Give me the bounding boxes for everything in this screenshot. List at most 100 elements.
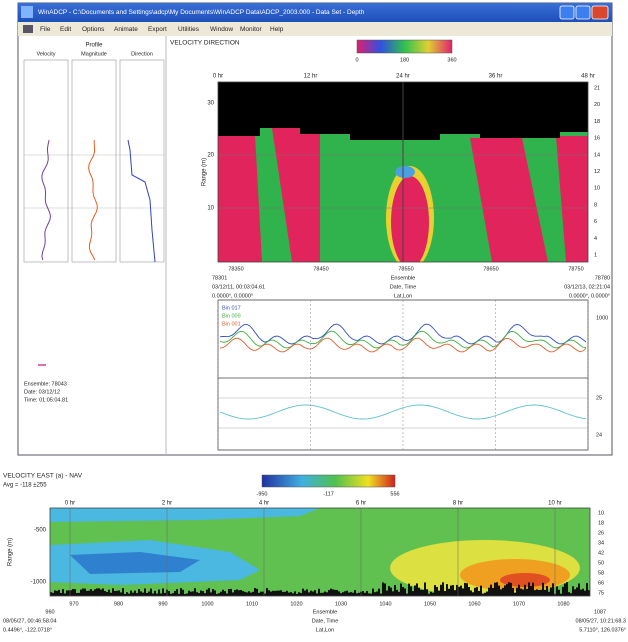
menu-item[interactable]: Window	[210, 26, 233, 33]
noise-bar	[548, 591, 550, 596]
noise-bar	[178, 593, 180, 596]
menu-item[interactable]: File	[40, 26, 51, 33]
minimize-button[interactable]	[559, 5, 575, 20]
end-label: 0.0000°, 0.0000°	[569, 293, 610, 299]
ensemble-tick: 78550	[398, 266, 413, 272]
noise-bar	[314, 590, 316, 596]
hour-tick: 36 hr	[489, 74, 503, 80]
noise-bar	[402, 587, 404, 596]
title-bar	[18, 3, 612, 22]
noise-bar	[116, 590, 118, 596]
heatmap-fill	[470, 138, 548, 262]
noise-bar	[112, 588, 114, 596]
noise-bar	[98, 588, 100, 596]
noise-bar	[290, 592, 292, 596]
menu-item[interactable]: Monitor	[240, 26, 263, 33]
profile-curve	[127, 139, 156, 263]
noise-bar	[62, 589, 64, 596]
window-title: WinADCP - C:\Documents and Settings\adcp…	[38, 9, 365, 16]
noise-bar	[354, 590, 356, 596]
noise-bar	[370, 593, 372, 596]
noise-bar	[410, 586, 412, 596]
noise-bar	[550, 587, 552, 596]
hour-tick: 8 hr	[453, 501, 463, 507]
noise-bar	[210, 592, 212, 596]
bin-tick: 20	[594, 102, 600, 108]
noise-bar	[466, 583, 468, 596]
noise-bar	[148, 591, 150, 596]
heatmap-fill	[70, 552, 200, 574]
noise-bar	[364, 592, 366, 596]
noise-bar	[244, 591, 246, 596]
noise-bar	[302, 588, 304, 596]
menu-item[interactable]: Export	[148, 26, 167, 33]
noise-bar	[494, 582, 496, 596]
noise-bar	[408, 583, 410, 596]
noise-bar	[84, 588, 86, 596]
noise-bar	[542, 582, 544, 596]
noise-bar	[272, 590, 274, 596]
ensemble-tick: 970	[69, 601, 78, 607]
bin-tick: 10	[594, 186, 600, 192]
end-label: 78780	[595, 275, 610, 281]
bin-tick: 16	[594, 136, 600, 142]
noise-bar	[144, 588, 146, 596]
noise-bar	[502, 587, 504, 596]
noise-bar	[168, 590, 170, 596]
noise-bar	[524, 584, 526, 596]
noise-bar	[100, 589, 102, 596]
heatmap-fill	[395, 166, 415, 178]
app-icon	[21, 6, 33, 18]
menu-item[interactable]: Options	[82, 26, 105, 33]
footer-label: Lat,Lon	[316, 627, 334, 633]
noise-bar	[138, 589, 140, 596]
noise-bar	[200, 590, 202, 596]
right-tick: 24	[596, 432, 602, 438]
close-button[interactable]	[591, 5, 609, 20]
maximize-button[interactable]	[575, 5, 591, 20]
noise-bar	[164, 592, 166, 596]
noise-bar	[522, 589, 524, 596]
axis-label: Range (m)	[8, 538, 14, 566]
noise-bar	[514, 592, 516, 596]
start-label: 08/05/27, 00:46:58.04	[3, 618, 57, 624]
noise-bar	[106, 591, 108, 596]
noise-bar	[110, 592, 112, 596]
noise-bar	[184, 593, 186, 596]
noise-bar	[220, 591, 222, 596]
ensemble-tick: 1070	[513, 601, 525, 607]
noise-bar	[534, 590, 536, 596]
bin-tick: 10	[598, 510, 604, 516]
bin-tick: 18	[598, 520, 604, 526]
noise-bar	[582, 588, 584, 596]
menu-item[interactable]: Utilities	[178, 26, 200, 33]
menu-item[interactable]: Edit	[60, 26, 71, 33]
noise-bar	[414, 585, 416, 596]
noise-bar	[544, 589, 546, 596]
menu-item[interactable]: Help	[270, 26, 284, 33]
footer-label: Lat,Lon	[394, 293, 412, 299]
noise-bar	[566, 582, 568, 596]
noise-bar	[500, 589, 502, 596]
noise-bar	[390, 587, 392, 596]
noise-bar	[70, 590, 72, 596]
noise-bar	[422, 589, 424, 596]
bin-tick: 34	[598, 540, 604, 546]
noise-bar	[222, 589, 224, 596]
menu-item[interactable]: Animate	[114, 26, 138, 33]
bin-tick: 66	[598, 580, 604, 586]
noise-bar	[118, 590, 120, 596]
column-header: Direction	[131, 51, 153, 57]
noise-bar	[406, 593, 408, 596]
y-tick: 10	[207, 206, 214, 212]
heatmap-fill	[50, 508, 320, 522]
heatmap-fill	[500, 573, 550, 587]
noise-bar	[540, 589, 542, 596]
noise-bar	[516, 587, 518, 596]
y-tick: 20	[207, 153, 214, 159]
noise-bar	[186, 593, 188, 596]
ensemble-tick: 1020	[290, 601, 302, 607]
ensemble-tick: 78350	[228, 266, 243, 272]
noise-bar	[134, 590, 136, 596]
